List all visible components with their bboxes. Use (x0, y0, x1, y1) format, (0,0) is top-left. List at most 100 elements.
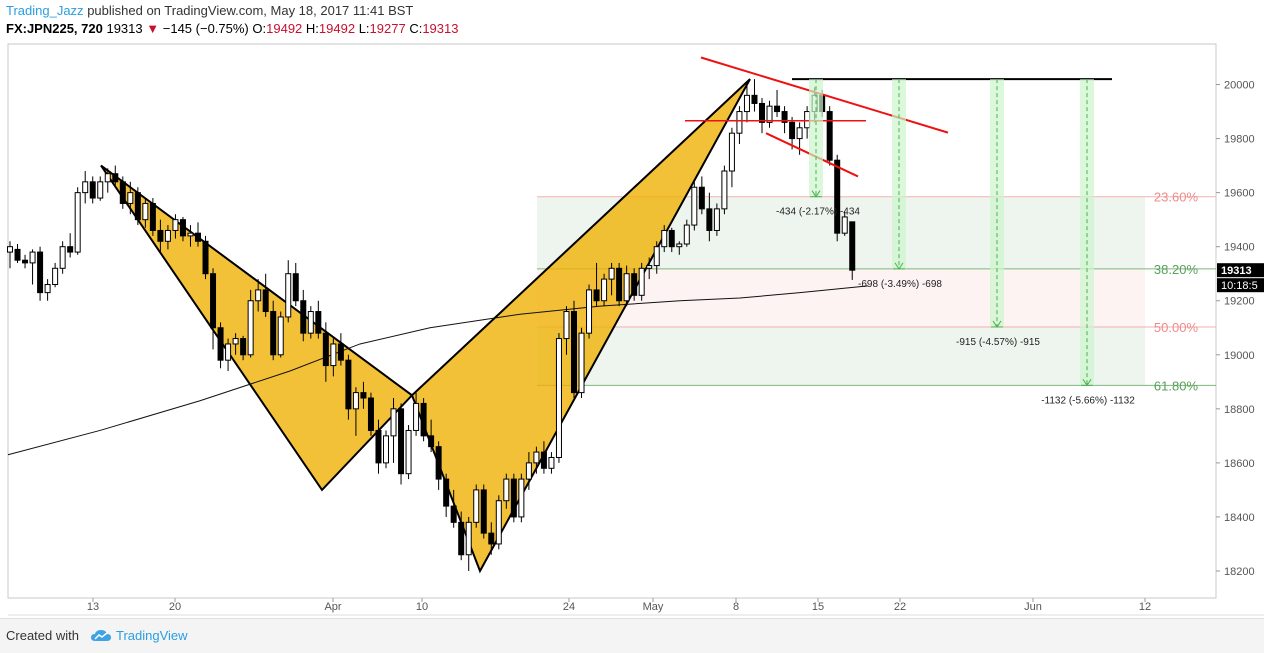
candle (383, 430, 389, 469)
candle (59, 241, 66, 274)
candle-body (225, 343, 232, 361)
fib-zone-3 (537, 326, 1145, 386)
candle-body (616, 267, 623, 302)
candle-body (210, 273, 217, 329)
open-value: 19492 (266, 21, 303, 36)
candle-body (52, 267, 59, 286)
candle (518, 473, 525, 523)
candle (127, 181, 134, 215)
candle (119, 176, 126, 209)
candle (367, 392, 374, 436)
candle (571, 300, 577, 399)
x-tick-label: 10 (416, 601, 428, 613)
candle (307, 306, 314, 339)
candle-body (202, 240, 209, 275)
candle (661, 225, 668, 253)
candle (578, 327, 585, 399)
target-label: -698 (-3.49%) -698 (858, 279, 942, 290)
author-link[interactable]: Trading_Jazz (6, 3, 84, 18)
tradingview-brand[interactable]: TradingView (90, 628, 188, 643)
candle-body (240, 338, 247, 356)
candle-body (608, 267, 615, 280)
candle-body (804, 111, 811, 129)
price-chart[interactable]: 23.60% 38.20% 50.00% 61.80% 18200 18400 18600 1… (0, 0, 1264, 618)
candle (255, 279, 262, 312)
candle (488, 522, 495, 555)
candle-body (337, 343, 344, 361)
candle (631, 268, 638, 301)
candle (465, 516, 472, 571)
fib-label: 38.20% (1154, 262, 1199, 277)
candle (240, 335, 247, 361)
candle (398, 403, 405, 485)
candle-body (563, 311, 570, 340)
candle-body (179, 219, 186, 237)
candle (736, 106, 743, 144)
candle (706, 192, 713, 242)
y-tick-label: 18400 (1224, 512, 1255, 524)
candle (149, 198, 156, 236)
low-label: L: (358, 21, 370, 36)
close-value: 19313 (422, 21, 459, 36)
candle-body (503, 478, 510, 502)
candle-body (458, 521, 465, 556)
candle-body (74, 192, 81, 253)
candle-body (834, 159, 841, 234)
candle (97, 176, 104, 201)
candle (841, 211, 848, 236)
candle-body (443, 478, 450, 507)
candle (450, 489, 457, 528)
candle (225, 338, 232, 371)
y-tick-label: 18800 (1224, 404, 1255, 416)
x-tick-label: 15 (812, 601, 824, 613)
publish-info: published on TradingView.com, May 18, 20… (87, 3, 414, 18)
high-value: 19492 (318, 21, 356, 36)
candle (540, 441, 547, 474)
candle (187, 225, 194, 247)
candle-body (315, 311, 322, 334)
y-tick-label: 19000 (1224, 350, 1255, 362)
candle (390, 398, 397, 463)
countdown-tag (1217, 278, 1264, 293)
candle-body (555, 338, 562, 458)
candle-body (488, 532, 495, 545)
candle (676, 241, 683, 255)
candle-body (706, 208, 713, 231)
candle (217, 322, 224, 369)
candle-body (352, 392, 359, 410)
candle (179, 216, 186, 242)
candle-body (631, 273, 638, 296)
candle (345, 354, 352, 420)
candle-body (187, 232, 194, 237)
candle (14, 243, 21, 263)
candle (443, 473, 450, 517)
candle (435, 441, 442, 490)
candle-body (367, 397, 374, 431)
target-label: -1132 (-5.66%) -1132 (1041, 395, 1135, 406)
chart-header: Trading_Jazz published on TradingView.co… (0, 0, 1264, 44)
candle (360, 381, 367, 409)
candle (82, 171, 89, 204)
y-tick-label: 19600 (1224, 188, 1255, 200)
high-label: H: (305, 21, 319, 36)
last-price-tag (1217, 263, 1264, 278)
pattern-line-bd (411, 78, 751, 396)
candle-body (420, 402, 427, 437)
moving-average-line (7, 285, 869, 456)
candle-body (285, 273, 292, 318)
candle (172, 214, 179, 239)
close-label: C: (409, 21, 423, 36)
candle-body (300, 300, 307, 334)
candle-body (473, 489, 480, 523)
candle-body (405, 429, 412, 475)
candle-body (465, 521, 472, 556)
candle-body (383, 435, 389, 464)
candle-body (127, 192, 134, 204)
candle (337, 333, 344, 366)
fib-label: 23.60% (1154, 190, 1199, 205)
candle (683, 219, 690, 247)
candle (743, 84, 750, 123)
candle-body (262, 289, 269, 313)
candle (713, 203, 720, 236)
candle-body (774, 105, 781, 113)
